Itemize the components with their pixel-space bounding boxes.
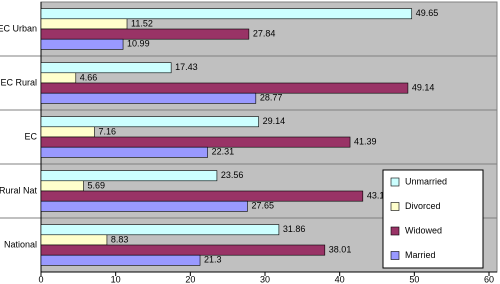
bar: [40, 82, 409, 94]
y-tick-label: EC Rural: [0, 77, 37, 87]
x-tick-label: 10: [111, 274, 121, 284]
bar: [40, 28, 250, 40]
bar: [40, 254, 201, 266]
bar: [40, 62, 172, 74]
value-label: 49.65: [416, 8, 439, 18]
x-tick-label: 60: [484, 274, 494, 284]
legend-label: Unmarried: [405, 176, 447, 186]
value-label: 7.16: [98, 126, 116, 136]
bar: [40, 146, 208, 158]
value-label: 10.99: [127, 39, 150, 49]
y-tick-label: EC Urban: [0, 23, 37, 33]
legend-swatch: [390, 251, 400, 260]
value-label: 27.84: [253, 28, 276, 38]
value-label: 29.14: [263, 116, 286, 126]
bar: [40, 244, 326, 256]
x-tick-label: 40: [335, 274, 345, 284]
x-tick-label: 0: [38, 274, 43, 284]
bar: [40, 92, 257, 104]
value-label: 28.77: [260, 93, 283, 103]
legend-swatch: [390, 202, 400, 211]
bar: [40, 170, 218, 182]
y-tick-label: National: [4, 239, 37, 249]
bar: [40, 180, 84, 192]
bar: [40, 224, 280, 236]
value-label: 17.43: [175, 62, 198, 72]
x-tick-label: 30: [260, 274, 270, 284]
bar: [40, 126, 95, 138]
value-label: 21.3: [204, 255, 222, 265]
value-label: 11.52: [131, 18, 153, 28]
value-label: 31.86: [283, 224, 306, 234]
value-label: 22.31: [212, 147, 235, 157]
value-label: 23.56: [221, 170, 244, 180]
value-label: 49.14: [412, 82, 435, 92]
x-tick-label: 50: [409, 274, 419, 284]
value-label: 38.01: [329, 244, 352, 254]
bar: [40, 38, 124, 50]
legend-label: Married: [405, 250, 436, 260]
value-label: 41.39: [354, 136, 377, 146]
legend-label: Widowed: [405, 225, 442, 235]
y-tick-label: Rural Nat: [0, 185, 37, 195]
bar: [40, 136, 351, 148]
value-label: 5.69: [87, 180, 105, 190]
bar: [40, 234, 108, 246]
value-label: 4.66: [80, 72, 98, 82]
value-label: 27.65: [251, 201, 274, 211]
legend-box: [382, 169, 484, 269]
bar: [40, 8, 413, 20]
legend-swatch: [390, 177, 400, 187]
value-label: 8.83: [111, 234, 129, 244]
bar: [40, 18, 128, 30]
bar: [40, 116, 259, 128]
y-tick-label: EC: [24, 131, 37, 141]
legend-label: Divorced: [405, 201, 441, 211]
bar: [40, 200, 248, 212]
legend-swatch: [390, 226, 400, 236]
x-tick-label: 20: [185, 274, 195, 284]
value-label: 43.1: [367, 190, 385, 200]
bar: [40, 190, 364, 202]
bar: [40, 72, 77, 84]
